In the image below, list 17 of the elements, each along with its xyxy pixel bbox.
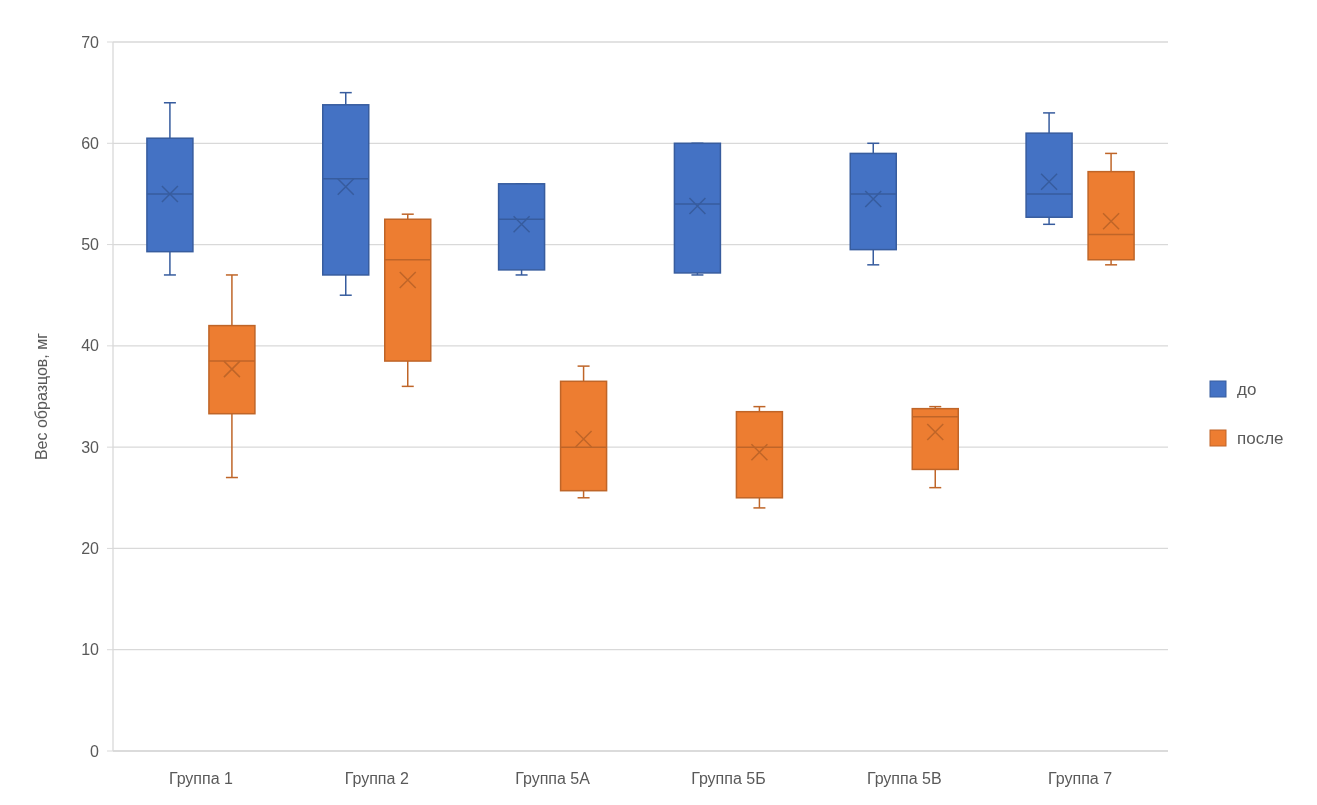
y-tick-label: 20 [81,540,100,558]
y-axis-title: Вес образцов, мг [33,332,50,461]
x-tick-label: Группа 5В [866,770,942,787]
x-tick-label: Группа 2 [344,770,409,787]
x-tick-label: Группа 5Б [691,770,766,787]
legend-label: после [1237,428,1284,448]
x-tick-label: Группа 7 [1048,770,1113,787]
y-tick-label: 60 [81,134,100,152]
y-tick-label: 10 [81,641,100,659]
y-tick-label: 0 [90,742,100,760]
x-tick-label: Группа 5А [515,770,591,787]
y-tick-label: 70 [81,33,100,51]
y-tick-label: 30 [81,438,100,456]
x-tick-label: Группа 1 [168,770,234,787]
y-tick-label: 40 [81,337,100,355]
y-tick-label: 50 [81,236,100,254]
legend-label: до [1237,379,1257,399]
